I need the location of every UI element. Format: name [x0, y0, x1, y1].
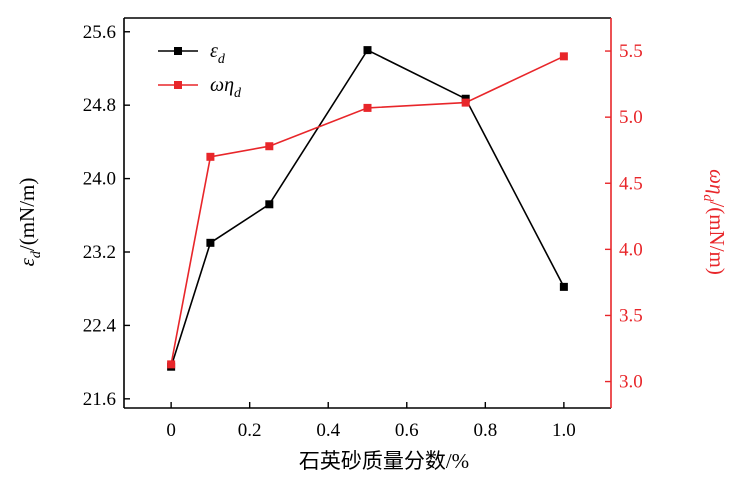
axes-frame — [123, 17, 612, 409]
x-axis-ticks: 0 0.2 0.4 0.6 0.8 1.0 — [166, 402, 576, 441]
legend: εd ωηd — [158, 40, 242, 101]
right-y-axis-label-unit: /(mN/m) — [705, 201, 729, 275]
data-point-series-1 — [265, 200, 274, 209]
legend-marker-1 — [174, 47, 182, 55]
right-y-axis-label: ωηd/(mN/m) — [700, 169, 729, 275]
right-tick-label: 5.0 — [619, 107, 643, 128]
left-tick-label: 22.4 — [83, 315, 117, 336]
right-tick-label: 4.0 — [619, 239, 643, 260]
left-tick-label: 21.6 — [83, 389, 116, 410]
left-y-axis-label-sub: d — [29, 250, 44, 258]
data-point-series-1 — [363, 46, 372, 55]
data-point-series-2 — [167, 360, 176, 369]
data-point-series-2 — [265, 142, 274, 151]
right-tick-label: 3.0 — [619, 372, 643, 393]
left-tick-label: 23.2 — [83, 242, 116, 263]
left-y-axis-label-main: ε — [15, 257, 39, 266]
data-point-series-1 — [206, 238, 215, 247]
right-y-axis-label-sub: d — [700, 194, 715, 202]
legend-label-2: ωηd — [210, 74, 242, 101]
left-tick-label: 24.8 — [83, 95, 116, 116]
right-y-axis-label-main: ωη — [705, 169, 729, 194]
x-tick-label: 0 — [166, 420, 176, 441]
x-tick-label: 0.6 — [395, 420, 419, 441]
x-tick-label: 0.8 — [473, 420, 497, 441]
x-tick-label: 0.4 — [316, 420, 340, 441]
left-y-axis-label: εd/(mN/m) — [15, 178, 44, 267]
right-tick-label: 3.5 — [619, 305, 643, 326]
right-tick-label: 5.5 — [619, 41, 643, 62]
left-y-axis-label-unit: /(mN/m) — [15, 178, 39, 252]
right-tick-label: 4.5 — [619, 173, 643, 194]
data-point-series-2 — [206, 152, 215, 161]
data-point-series-1 — [559, 282, 568, 291]
x-tick-label: 0.2 — [238, 420, 262, 441]
data-point-series-2 — [363, 103, 372, 112]
left-tick-label: 24.0 — [83, 169, 116, 190]
series-markers — [167, 46, 568, 371]
series-line-2 — [170, 55, 565, 365]
legend-label-1: εd — [210, 40, 226, 67]
x-tick-label: 1.0 — [552, 420, 576, 441]
data-point-series-2 — [559, 52, 568, 61]
series-lines — [170, 49, 565, 367]
series-line-1 — [170, 49, 565, 367]
legend-marker-2 — [174, 81, 182, 89]
left-axis-ticks: 21.6 22.4 23.2 24.0 24.8 25.6 — [83, 22, 130, 410]
right-axis-ticks: 3.0 3.5 4.0 4.5 5.0 5.5 — [605, 41, 643, 393]
left-tick-label: 25.6 — [83, 22, 116, 43]
x-axis-label: 石英砂质量分数/% — [299, 449, 469, 473]
data-point-series-2 — [461, 98, 470, 107]
